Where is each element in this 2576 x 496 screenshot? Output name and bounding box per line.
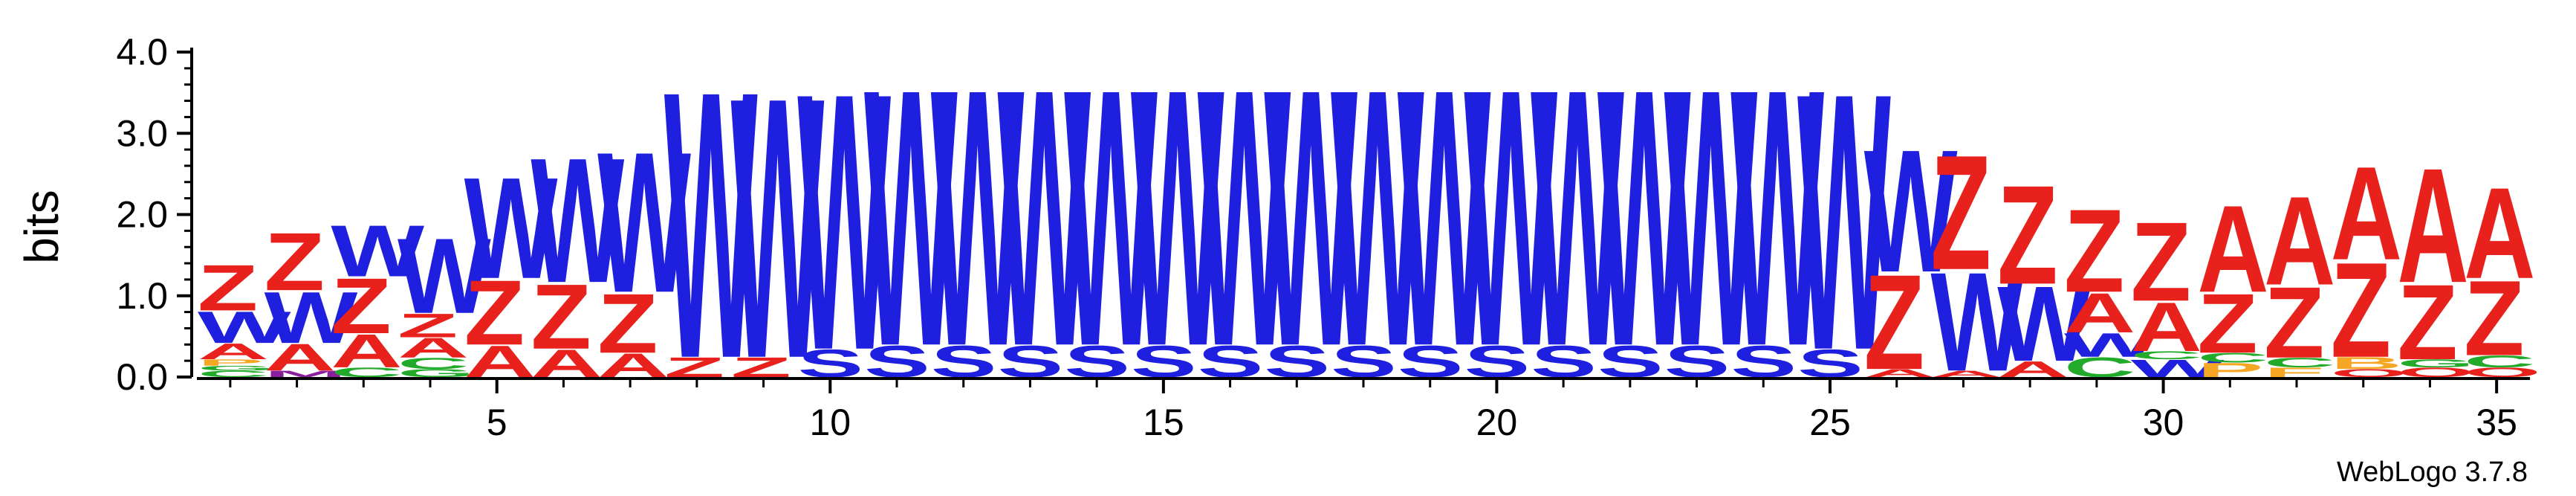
logo-glyph-a: A [398, 332, 469, 364]
logo-glyph-z: Z [464, 261, 525, 364]
logo-glyph-a: A [2397, 134, 2468, 318]
logo-glyph-z: Z [2331, 234, 2391, 385]
x-tick-label: 10 [809, 402, 851, 443]
logo-glyph-w: W [1064, 13, 1158, 423]
logo-glyph-a: A [2331, 139, 2402, 288]
logo-glyph-w: W [1131, 13, 1225, 423]
logo-stacks: CGPAWZMAWZCAZWGCAZWAZWAZWAZWZWZWSWSWSWSW… [198, 13, 2541, 438]
logo-glyph-w: W [1264, 13, 1358, 423]
logo-glyph-w: W [931, 13, 1025, 423]
logo-glyph-z: Z [198, 251, 258, 324]
logo-glyph-g: G [2397, 357, 2474, 370]
logo-glyph-w: W [331, 210, 424, 292]
y-tick-label: 1.0 [116, 275, 168, 317]
x-tick-label: 25 [1809, 402, 1851, 443]
logo-glyph-w: W [997, 13, 1091, 423]
logo-glyph-c: C [2197, 350, 2268, 365]
logo-glyph-z: Z [531, 265, 591, 369]
weblogo-watermark: WebLogo 3.7.8 [2337, 457, 2528, 488]
logo-glyph-w: W [1198, 13, 1292, 423]
logo-glyph-w: W [731, 19, 825, 436]
logo-glyph-b: B [2331, 354, 2402, 373]
logo-glyph-a: A [2264, 171, 2335, 312]
logo-glyph-w: W [597, 111, 691, 335]
axes: 0.0 1.0 2.0 3.0 4.0 5 10 15 20 25 30 35 [116, 31, 2530, 443]
logo-glyph-c: C [198, 369, 269, 379]
logo-glyph-w: W [198, 302, 291, 352]
x-tick-label: 20 [1476, 402, 1518, 443]
logo-glyph-z: Z [1997, 156, 2057, 314]
logo-glyph-z: Z [2064, 185, 2124, 318]
logo-glyph-g: G [198, 364, 275, 372]
logo-glyph-q: Q [2464, 365, 2541, 380]
logo-glyph-m: M [265, 369, 347, 379]
logo-glyph-z: Z [2197, 277, 2257, 371]
logo-glyph-z: Z [331, 262, 391, 350]
logo-glyph-w: W [1531, 13, 1625, 423]
logo-glyph-w: W [664, 13, 759, 438]
x-tick-label: 5 [487, 402, 507, 443]
y-tick-label: 0.0 [116, 356, 168, 398]
logo-glyph-w: W [1398, 13, 1492, 423]
logo-glyph-a: A [2197, 179, 2268, 318]
logo-glyph-w: W [464, 148, 558, 309]
y-tick-label: 3.0 [116, 112, 168, 154]
logo-glyph-w: W [1997, 264, 2091, 384]
logo-glyph-c: C [331, 365, 402, 380]
logo-glyph-a: A [2131, 289, 2202, 366]
logo-glyph-q: Q [2331, 367, 2408, 379]
logo-glyph-z: Z [2464, 259, 2524, 379]
logo-glyph-a: A [331, 325, 402, 378]
logo-glyph-w: W [531, 121, 624, 321]
logo-glyph-z: Z [597, 277, 658, 371]
logo-glyph-a: A [2464, 160, 2535, 306]
logo-glyph-c: C [2131, 349, 2202, 361]
logo-glyph-c: C [398, 355, 469, 373]
logo-glyph-w: W [1864, 113, 1958, 309]
x-tick-label: 35 [2476, 402, 2517, 443]
logo-glyph-z: Z [1930, 120, 1991, 304]
logo-glyph-g: G [398, 367, 475, 379]
logo-glyph-f: F [2264, 365, 2324, 380]
logo-glyph-a: A [2064, 281, 2135, 344]
logo-glyph-w: W [864, 13, 958, 423]
logo-glyph-w: W [1331, 13, 1425, 423]
y-axis-label: bits [15, 190, 68, 264]
logo-glyph-p: P [198, 358, 264, 368]
logo-glyph-z: Z [2131, 199, 2191, 325]
logo-glyph-a: A [198, 339, 269, 364]
logo-glyph-w: W [2064, 326, 2158, 364]
logo-glyph-z: Z [265, 216, 325, 308]
logo-glyph-w: W [265, 277, 358, 358]
logo-glyph-c: C [2464, 352, 2535, 370]
logo-glyph-q: Q [2397, 365, 2474, 380]
y-tick-label: 4.0 [116, 31, 168, 73]
x-tick-label: 15 [1143, 402, 1184, 443]
logo-glyph-z: Z [1864, 247, 1924, 398]
logo-glyph-w: W [1730, 13, 1825, 423]
logo-glyph-a: A [1864, 367, 1936, 379]
logo-glyph-w: W [1464, 13, 1558, 423]
logo-glyph-w: W [1664, 13, 1759, 423]
logo-glyph-w: W [797, 16, 892, 427]
logo-glyph-w: W [1797, 16, 1892, 427]
logo-glyph-z: Z [398, 307, 458, 345]
logo-glyph-c: C [2264, 355, 2335, 370]
logo-glyph-w: W [398, 216, 491, 336]
y-tick-label: 2.0 [116, 194, 168, 236]
logo-glyph-w: W [1597, 13, 1692, 423]
logo-glyph-w: W [1930, 243, 2024, 401]
logo-glyph-z: Z [2397, 263, 2457, 382]
logo-glyph-z: Z [2264, 265, 2324, 379]
x-tick-label: 30 [2143, 402, 2184, 443]
logo-glyph-a: A [265, 336, 336, 379]
logo-glyph-a: A [1930, 369, 2002, 379]
